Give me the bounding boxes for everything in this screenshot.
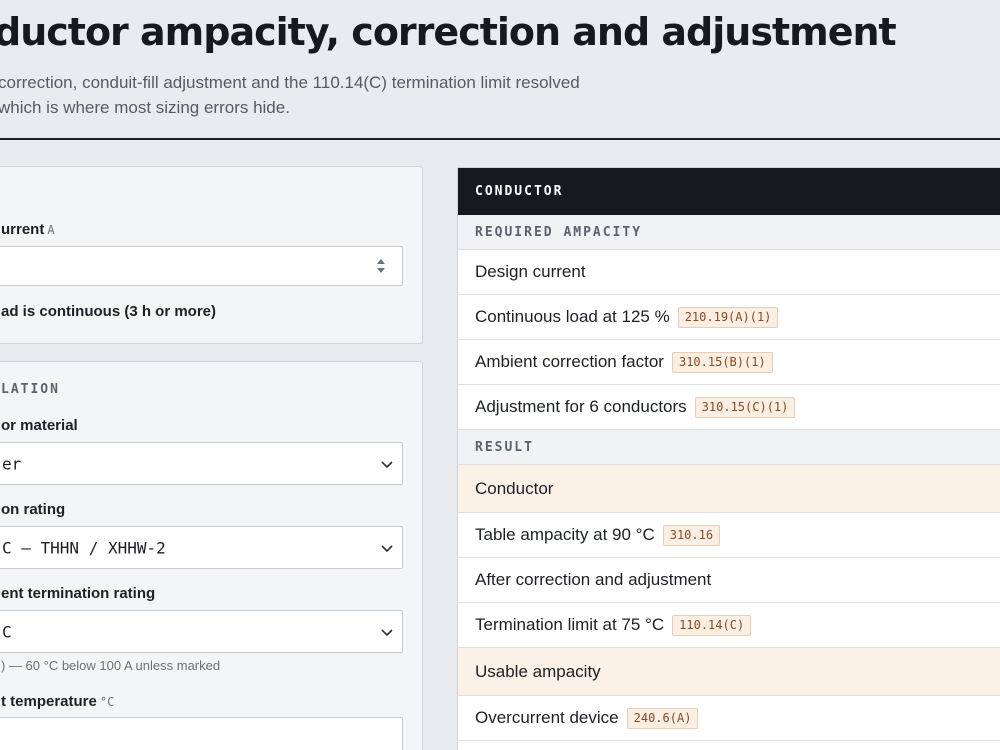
- termination-select-value: C: [2, 622, 12, 641]
- row-design-current: Design current: [458, 250, 1000, 295]
- page-title: ductor ampacity, correction and adjustme…: [0, 10, 897, 54]
- current-label: urrent A: [1, 221, 55, 238]
- ambient-factor-label: Ambient correction factor: [475, 352, 664, 371]
- installation-section-label: LATION: [1, 382, 60, 397]
- row-usable-ampacity: Usable ampacity: [458, 648, 1000, 696]
- page-subtitle: correction, conduit-fill adjustment and …: [0, 70, 638, 120]
- insulation-label: on rating: [1, 501, 66, 518]
- after-correction-label: After correction and adjustment: [475, 570, 712, 589]
- termination-select[interactable]: C: [0, 610, 403, 653]
- termination-hint: ) — 60 °C below 100 A unless marked: [1, 658, 221, 673]
- result-section: RESULT: [458, 430, 1000, 465]
- chevron-down-icon: [381, 628, 393, 636]
- design-current-label: Design current: [475, 262, 586, 281]
- conductor-label: Conductor: [475, 478, 554, 498]
- overcurrent-device-label: Overcurrent device: [475, 708, 619, 727]
- row-termination-limit: Termination limit at 75 °C 110.14(C): [458, 603, 1000, 648]
- termination-limit-label: Termination limit at 75 °C: [475, 615, 665, 634]
- code-reference-badge: 110.14(C): [672, 614, 752, 636]
- chevron-down-icon: [381, 460, 393, 468]
- results-header: CONDUCTOR: [458, 168, 1000, 215]
- row-continuous-load: Continuous load at 125 % 210.19(A)(1): [458, 295, 1000, 340]
- ambient-input[interactable]: [0, 717, 403, 750]
- adjustment-label: Adjustment for 6 conductors: [475, 397, 687, 416]
- row-adjustment: Adjustment for 6 conductors 310.15(C)(1): [458, 385, 1000, 430]
- results-panel: CONDUCTOR REQUIRED AMPACITY Design curre…: [457, 167, 1000, 750]
- chevron-down-icon: [381, 544, 393, 552]
- row-ambient-factor: Ambient correction factor 310.15(B)(1): [458, 340, 1000, 385]
- current-input[interactable]: [0, 246, 403, 286]
- spinner-icon[interactable]: [376, 256, 386, 276]
- insulation-select-value: C — THHN / XHHW-2: [2, 538, 166, 557]
- subtitle-line-1: correction, conduit-fill adjustment and …: [0, 73, 580, 92]
- code-reference-badge: 210.19(A)(1): [677, 306, 779, 328]
- row-after-correction: After correction and adjustment: [458, 558, 1000, 603]
- required-ampacity-section: REQUIRED AMPACITY: [458, 215, 1000, 250]
- page-header: ductor ampacity, correction and adjustme…: [0, 0, 1000, 140]
- continuous-load-label: Continuous load at 125 %: [475, 307, 670, 326]
- load-panel: urrent A ad is continuous (3 h or more): [0, 166, 423, 344]
- material-select-value: er: [2, 454, 22, 473]
- material-label: or material: [1, 417, 78, 434]
- table-ampacity-label: Table ampacity at 90 °C: [475, 525, 655, 544]
- code-reference-badge: 310.16: [662, 524, 721, 546]
- code-reference-badge: 240.6(A): [626, 707, 699, 729]
- row-table-ampacity: Table ampacity at 90 °C 310.16: [458, 513, 1000, 558]
- termination-label: ent termination rating: [1, 585, 156, 602]
- material-select[interactable]: er: [0, 442, 403, 485]
- row-overcurrent-device: Overcurrent device 240.6(A): [458, 696, 1000, 741]
- continuous-load-checkbox-label[interactable]: ad is continuous (3 h or more): [1, 303, 217, 320]
- ambient-unit: °C: [99, 695, 115, 709]
- code-reference-badge: 310.15(C)(1): [694, 396, 796, 418]
- ambient-label: t temperature °C: [1, 693, 115, 710]
- installation-panel: LATION or material er on rating C — THHN…: [0, 361, 423, 750]
- insulation-select[interactable]: C — THHN / XHHW-2: [0, 526, 403, 569]
- code-reference-badge: 310.15(B)(1): [671, 351, 773, 373]
- current-unit: A: [47, 223, 55, 237]
- row-conductor: Conductor: [458, 465, 1000, 513]
- subtitle-line-2: which is where most sizing errors hide.: [0, 98, 290, 117]
- usable-ampacity-label: Usable ampacity: [475, 661, 601, 681]
